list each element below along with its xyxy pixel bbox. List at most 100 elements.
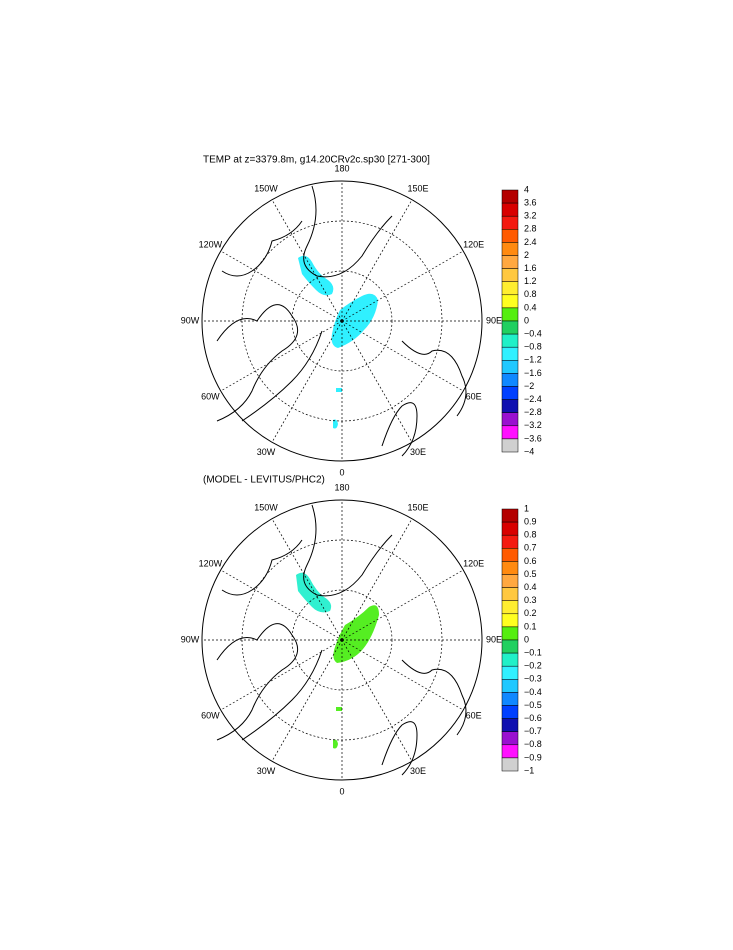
meridian [341,199,413,322]
colorbar-segment [501,508,519,523]
colorbar-segment [501,294,519,309]
colorbar-label: 0.7 [524,543,537,553]
colorbar-label: 0.4 [524,582,537,592]
meridian [341,639,413,762]
colorbar-segment [501,561,519,575]
longitude-label: 120E [463,558,484,568]
colorbar-label: −0.6 [524,713,542,723]
longitude-label: 60E [466,391,482,401]
colorbar-label: 1 [524,503,529,513]
colorbar-segment [501,346,519,361]
longitude-label: 60W [201,391,220,401]
colorbar-segment [501,386,519,400]
longitude-label: 150W [254,184,278,194]
colorbar-segment [501,399,519,413]
longitude-label: 120W [199,239,223,249]
colorbar-segment [501,574,519,588]
colorbar-segment [501,360,519,374]
colorbar-segment [501,215,519,230]
colorbar-segment [501,521,519,536]
colorbar-segment [501,548,519,562]
longitude-label: 180 [334,163,349,173]
colorbar-label: 0.5 [524,569,537,579]
colorbar-segment [501,438,519,453]
colorbar-segment [501,425,519,440]
longitude-label: 30E [410,766,426,776]
colorbar-segment [501,665,519,680]
colorbar-label: 3.2 [524,211,537,221]
colorbar-label: −0.4 [524,328,542,338]
meridian [271,639,343,762]
colorbar-label: 1.6 [524,263,537,273]
anomaly-region [336,388,342,392]
colorbar-segment [501,587,519,601]
colorbar-label: −2.4 [524,394,542,404]
coastline [241,649,323,741]
colorbar-label: 0.8 [524,289,537,299]
colorbar-segment [501,320,519,335]
colorbar-label: 2.4 [524,237,537,247]
map-boundary [201,180,483,462]
meridian [220,639,343,711]
colorbar-label: −1.2 [524,355,542,365]
coastline [401,340,467,417]
map-panel: (MODEL - LEVITUS/PHC2) 180 150E 120E 90E 60E 3… [181,475,542,797]
colorbar-segment [501,189,519,204]
map-boundary [201,499,483,781]
longitude-label: 90W [181,315,200,325]
meridian [220,320,343,392]
anomaly-region [333,739,338,749]
colorbar-segment [501,229,519,243]
colorbar-label: 0.3 [524,595,537,605]
colorbar-segment [501,255,519,269]
colorbar-segment [501,692,519,706]
coastline [221,539,303,596]
colorbar-label: −2.8 [524,407,542,417]
colorbar-label: 0.1 [524,621,537,631]
colorbar-label: −0.5 [524,700,542,710]
colorbar-label: 2 [524,250,529,260]
colorbar-segment [501,373,519,387]
longitude-label: 0 [339,786,344,796]
colorbar-segment [501,600,519,615]
colorbar-label: −3.6 [524,433,542,443]
meridian [271,518,343,641]
meridian [271,199,343,322]
colorbar-label: 2.8 [524,224,537,234]
coastline [221,220,303,277]
longitude-label: 30W [257,447,276,457]
colorbar-label: −3.2 [524,420,542,430]
meridian [341,320,464,392]
coastline [216,623,299,741]
colorbar-segment [501,718,519,732]
longitude-label: 30E [410,447,426,457]
meridian [220,250,343,322]
coastline [303,504,393,597]
coastline [381,721,418,776]
longitude-label: 90W [181,634,200,644]
colorbar-label: 0.4 [524,302,537,312]
colorbar-segment [501,652,519,667]
panel-title: TEMP at z=3379.8m, g14.20CRv2c.sp30 [271… [203,155,430,166]
colorbar-segment [501,626,519,641]
colorbar-label: −1.6 [524,368,542,378]
colorbar-segment [501,757,519,772]
coastline [401,659,467,736]
colorbar-label: 0.6 [524,556,537,566]
colorbar-segment [501,333,519,348]
coastline [303,185,393,278]
colorbar-segment [501,534,519,549]
colorbar-label: 0.2 [524,608,537,618]
colorbar-segment [501,731,519,746]
colorbar-segment [501,242,519,256]
longitude-label: 150E [407,503,428,513]
meridian [341,639,464,711]
longitude-label: 180 [334,482,349,492]
longitude-label: 0 [339,467,344,477]
colorbar-label: −0.9 [524,752,542,762]
colorbar-label: 4 [524,184,529,194]
longitude-label: 90E [486,634,502,644]
colorbar-label: 3.6 [524,197,537,207]
colorbar-segment [501,268,519,282]
colorbar-label: 0.9 [524,516,537,526]
